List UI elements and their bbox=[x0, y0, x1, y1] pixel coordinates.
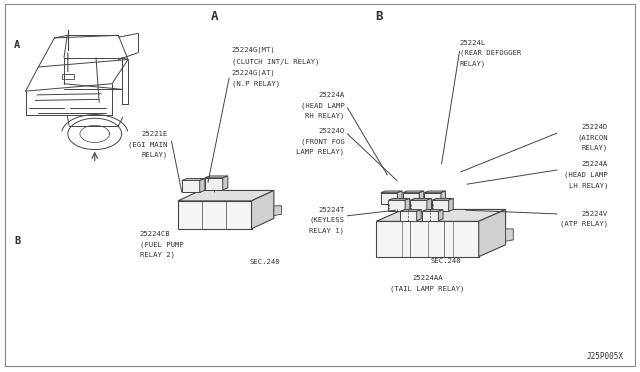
Text: (REAR DEFOGGER: (REAR DEFOGGER bbox=[460, 50, 521, 57]
Polygon shape bbox=[410, 200, 427, 211]
Polygon shape bbox=[376, 209, 506, 221]
Polygon shape bbox=[397, 191, 402, 204]
Text: B: B bbox=[14, 235, 20, 246]
Text: RELAY): RELAY) bbox=[141, 151, 168, 158]
Polygon shape bbox=[403, 191, 424, 193]
Text: A: A bbox=[14, 40, 20, 50]
Polygon shape bbox=[438, 209, 443, 221]
Text: (EGI MAIN: (EGI MAIN bbox=[128, 141, 168, 148]
Polygon shape bbox=[424, 193, 441, 204]
Text: 25224CB: 25224CB bbox=[140, 231, 170, 237]
Text: 25224T: 25224T bbox=[318, 207, 344, 213]
Polygon shape bbox=[424, 191, 445, 193]
Text: A: A bbox=[211, 10, 218, 23]
Polygon shape bbox=[388, 198, 410, 200]
Polygon shape bbox=[441, 191, 445, 204]
Polygon shape bbox=[376, 221, 479, 257]
Polygon shape bbox=[400, 211, 417, 221]
Text: 25224O: 25224O bbox=[318, 128, 344, 134]
Text: LH RELAY): LH RELAY) bbox=[568, 182, 608, 189]
Polygon shape bbox=[419, 191, 424, 204]
Polygon shape bbox=[403, 193, 419, 204]
Polygon shape bbox=[427, 198, 431, 211]
Text: SEC.240: SEC.240 bbox=[430, 258, 461, 264]
Text: RELAY 1): RELAY 1) bbox=[309, 227, 344, 234]
Text: (ATP RELAY): (ATP RELAY) bbox=[560, 221, 608, 227]
Text: 25224A: 25224A bbox=[582, 161, 608, 167]
Text: (CLUTCH INT/L RELAY): (CLUTCH INT/L RELAY) bbox=[232, 58, 319, 65]
Polygon shape bbox=[381, 193, 397, 204]
Text: 25221E: 25221E bbox=[141, 131, 168, 137]
Polygon shape bbox=[422, 209, 443, 211]
Text: 25224L: 25224L bbox=[460, 40, 486, 46]
Text: (HEAD LAMP: (HEAD LAMP bbox=[564, 171, 608, 178]
Text: (TAIL LAMP RELAY): (TAIL LAMP RELAY) bbox=[390, 285, 465, 292]
Polygon shape bbox=[417, 209, 421, 221]
Text: RELAY): RELAY) bbox=[460, 60, 486, 67]
Text: RH RELAY): RH RELAY) bbox=[305, 112, 344, 119]
Polygon shape bbox=[410, 198, 431, 200]
Text: B: B bbox=[375, 10, 383, 23]
Polygon shape bbox=[274, 206, 282, 215]
Text: (KEYLESS: (KEYLESS bbox=[309, 217, 344, 224]
Text: (AIRCON: (AIRCON bbox=[577, 134, 608, 141]
Polygon shape bbox=[252, 190, 274, 229]
Polygon shape bbox=[205, 178, 223, 190]
Polygon shape bbox=[506, 229, 513, 241]
Polygon shape bbox=[479, 209, 506, 257]
Text: (HEAD LAMP: (HEAD LAMP bbox=[301, 102, 344, 109]
Text: 25224G(MT): 25224G(MT) bbox=[232, 47, 275, 54]
Polygon shape bbox=[205, 176, 228, 178]
Polygon shape bbox=[182, 179, 205, 180]
Polygon shape bbox=[178, 201, 252, 229]
Text: LAMP RELAY): LAMP RELAY) bbox=[296, 148, 344, 155]
Polygon shape bbox=[388, 200, 405, 211]
Text: (FRONT FOG: (FRONT FOG bbox=[301, 138, 344, 145]
Text: SEC.240: SEC.240 bbox=[250, 259, 280, 265]
Polygon shape bbox=[381, 191, 402, 193]
Text: RELAY 2): RELAY 2) bbox=[140, 252, 175, 259]
Text: RELAY): RELAY) bbox=[582, 145, 608, 151]
Text: J25P005X: J25P005X bbox=[587, 352, 624, 361]
Polygon shape bbox=[432, 198, 453, 200]
Text: 25224D: 25224D bbox=[582, 124, 608, 130]
Polygon shape bbox=[449, 198, 453, 211]
Text: 25224V: 25224V bbox=[582, 211, 608, 217]
Polygon shape bbox=[422, 211, 438, 221]
Polygon shape bbox=[178, 190, 274, 201]
Text: (FUEL PUMP: (FUEL PUMP bbox=[140, 241, 183, 248]
Polygon shape bbox=[405, 198, 410, 211]
Polygon shape bbox=[400, 209, 421, 211]
Text: 25224AA: 25224AA bbox=[412, 275, 443, 281]
Polygon shape bbox=[182, 180, 200, 192]
Text: 25224A: 25224A bbox=[318, 92, 344, 98]
Polygon shape bbox=[432, 200, 449, 211]
Text: 25224G(AT): 25224G(AT) bbox=[232, 69, 275, 76]
Polygon shape bbox=[223, 176, 228, 190]
Polygon shape bbox=[200, 179, 205, 192]
Bar bbox=[62, 74, 74, 79]
Text: (N.P RELAY): (N.P RELAY) bbox=[232, 80, 280, 87]
